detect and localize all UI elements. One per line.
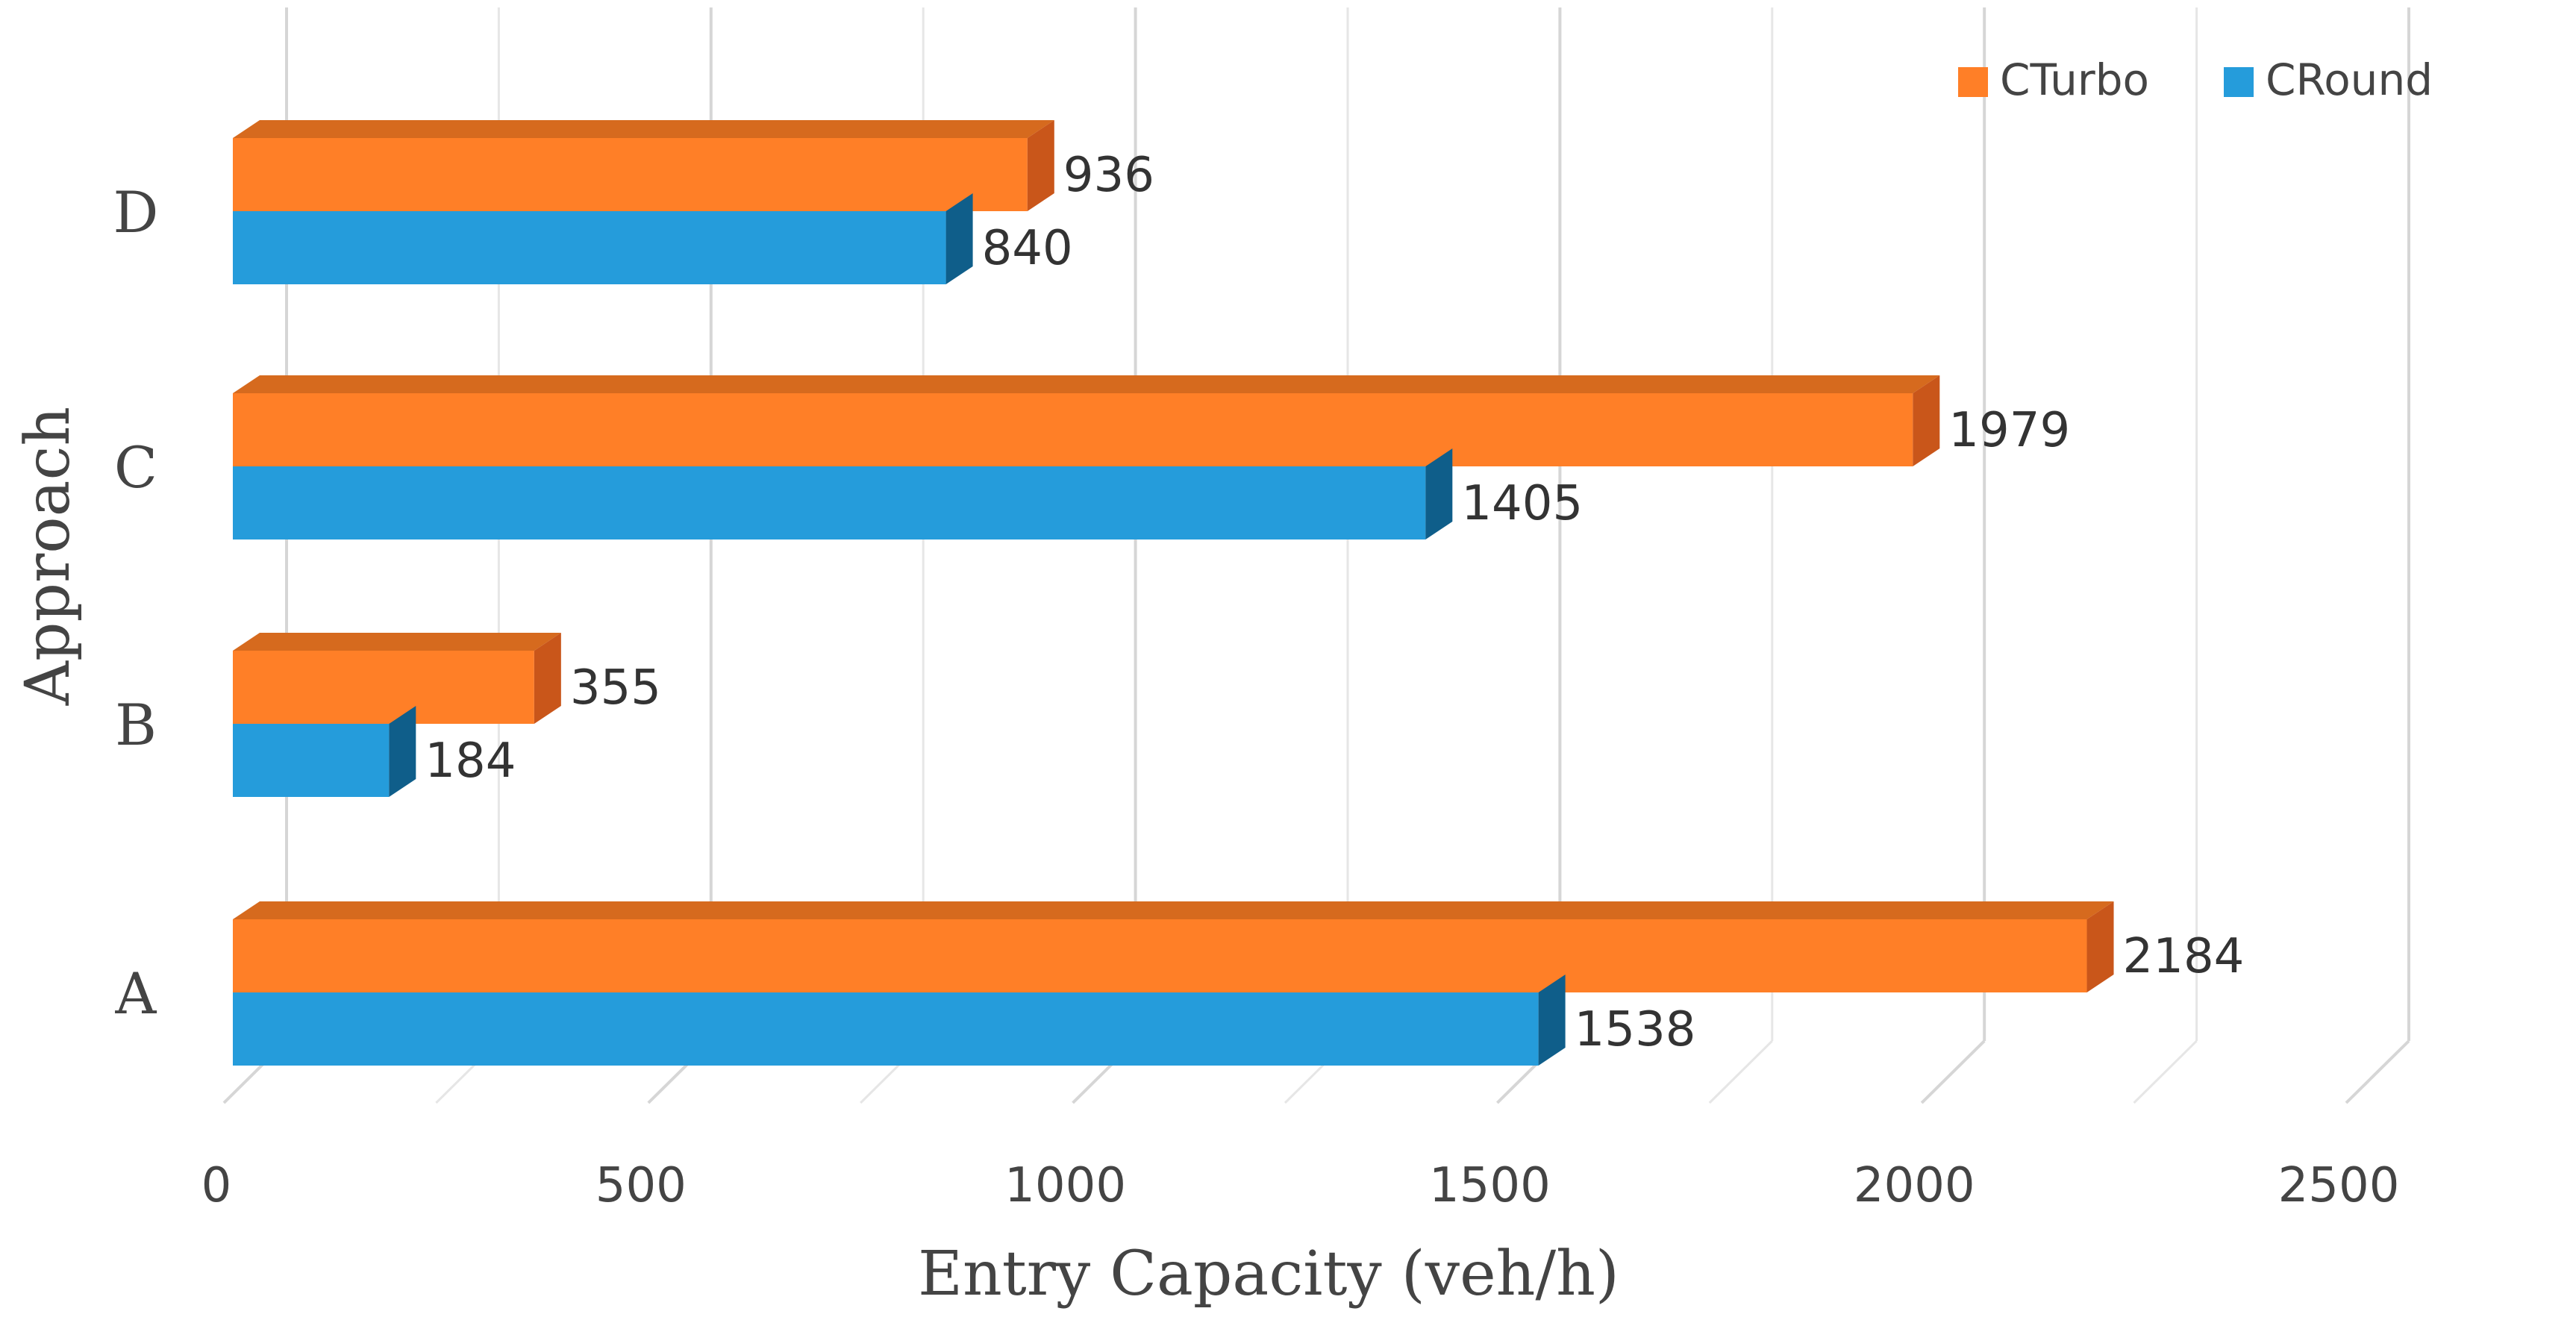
cround-bar-group: [233, 193, 973, 284]
data-label: 936: [1063, 148, 1154, 203]
cround-bar-side: [389, 706, 416, 797]
cturbo-bar-group: [233, 901, 2114, 992]
cturbo-bar-side: [1913, 375, 1940, 466]
cturbo-bar-group: [233, 375, 1940, 466]
cturbo-bar-side: [1027, 120, 1054, 211]
y-axis-title: Approach: [13, 407, 84, 706]
cround-bar-group: [233, 706, 416, 797]
cturbo-bar-group: [233, 120, 1054, 211]
legend-label: CTurbo: [2000, 54, 2149, 105]
data-label: 1405: [1461, 476, 1583, 531]
cround-bar-side: [1538, 975, 1566, 1066]
x-tick-label: 500: [595, 1158, 687, 1213]
data-label: 2184: [2123, 929, 2245, 984]
cturbo-bar-group: [233, 633, 561, 724]
legend-swatch: [1958, 67, 1988, 97]
cround-bar: [233, 211, 946, 284]
cturbo-bar-side: [2086, 901, 2114, 992]
floor-line: [2133, 1039, 2198, 1104]
data-label: 184: [425, 734, 516, 789]
x-tick-label: 1000: [1004, 1158, 1126, 1213]
x-axis-title: Entry Capacity (veh/h): [918, 1239, 1619, 1310]
cturbo-bar: [233, 393, 1913, 466]
cround-bar: [233, 466, 1426, 539]
cturbo-bar-top: [233, 633, 561, 651]
legend-swatch: [2224, 67, 2254, 97]
cturbo-bar: [233, 651, 534, 724]
category-label: C: [114, 434, 157, 501]
data-label: 1538: [1575, 1002, 1696, 1057]
x-tick-label: 1500: [1429, 1158, 1551, 1213]
cturbo-bar-side: [534, 633, 561, 724]
cround-bar: [233, 992, 1539, 1066]
data-label: 1979: [1948, 403, 2070, 458]
cround-bar-side: [1425, 448, 1453, 539]
category-label: B: [115, 692, 157, 758]
cturbo-bar-top: [233, 901, 2114, 919]
legend: CTurbo CRound: [1958, 54, 2433, 105]
category-label: D: [113, 179, 159, 245]
legend-label: CRound: [2266, 54, 2433, 105]
data-label: 840: [982, 221, 1073, 276]
cround-bar-group: [233, 448, 1453, 539]
floor-line: [1920, 1039, 1986, 1104]
cround-bar: [233, 724, 390, 797]
x-tick-label: 2000: [1854, 1158, 1975, 1213]
floor-line: [1708, 1039, 1773, 1104]
cround-bar-group: [233, 975, 1566, 1066]
data-label: 355: [570, 660, 661, 716]
cround-bar-side: [945, 193, 973, 284]
floor-line: [2345, 1039, 2410, 1104]
x-tick-label: 0: [201, 1158, 232, 1213]
cturbo-bar: [233, 919, 2087, 992]
cturbo-bar-top: [233, 375, 1940, 393]
cturbo-bar: [233, 138, 1028, 211]
cturbo-bar-top: [233, 120, 1054, 138]
category-label: A: [115, 960, 157, 1027]
bars-layer: [233, 120, 2114, 1066]
x-tick-label: 2500: [2278, 1158, 2400, 1213]
labels-layer: 0 500 1000 1500 2000 2500 A 2184 1538 B 355 184 C 197…: [113, 148, 2400, 1213]
